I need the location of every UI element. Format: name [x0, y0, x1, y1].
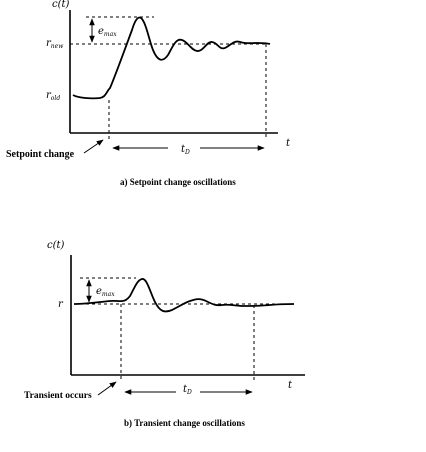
panel-a-annotation: Setpoint change	[6, 149, 75, 160]
panel-b-response-curve	[73, 278, 295, 313]
panel-b-annotation-arrow	[97, 381, 117, 396]
panel-b-caption: b) Transient change oscillations	[124, 418, 245, 428]
panel-a-caption: a) Setpoint change oscillations	[120, 177, 236, 187]
panel-a-annotation-arrow	[83, 139, 104, 154]
panel-b-emax-label: emax	[96, 286, 115, 298]
panel-a-td-label: tD	[181, 144, 190, 156]
panel-a-rold-label: rold	[46, 90, 60, 102]
panel-b: c(t) r emax tD t Transient occurs b) Tra…	[24, 240, 305, 428]
panel-b-y-label: c(t)	[47, 240, 65, 251]
panel-a-emax-label: emax	[98, 26, 117, 38]
panel-b-annotation: Transient occurs	[24, 391, 92, 401]
panel-a: c(t) rnew rold emax tD t	[6, 0, 291, 187]
panel-b-r-label: r	[58, 299, 64, 310]
panel-a-y-label: c(t)	[52, 0, 70, 10]
panel-a-response-curve	[72, 16, 271, 100]
panel-b-td-label: tD	[183, 384, 192, 396]
panel-b-t-label: t	[288, 380, 293, 391]
panel-a-t-label: t	[286, 138, 291, 149]
panel-a-rnew-label: rnew	[46, 38, 64, 50]
